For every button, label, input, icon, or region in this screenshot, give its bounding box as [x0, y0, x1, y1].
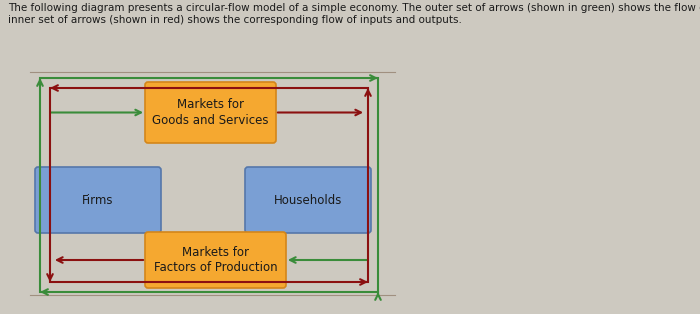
- FancyBboxPatch shape: [145, 82, 276, 143]
- Text: Markets for
Factors of Production: Markets for Factors of Production: [154, 246, 277, 274]
- FancyBboxPatch shape: [245, 167, 371, 233]
- FancyBboxPatch shape: [35, 167, 161, 233]
- Text: Firms: Firms: [83, 193, 113, 207]
- Text: The following diagram presents a circular-flow model of a simple economy. The ou: The following diagram presents a circula…: [8, 3, 700, 24]
- Text: Markets for
Goods and Services: Markets for Goods and Services: [153, 99, 269, 127]
- FancyBboxPatch shape: [145, 232, 286, 288]
- Text: Households: Households: [274, 193, 342, 207]
